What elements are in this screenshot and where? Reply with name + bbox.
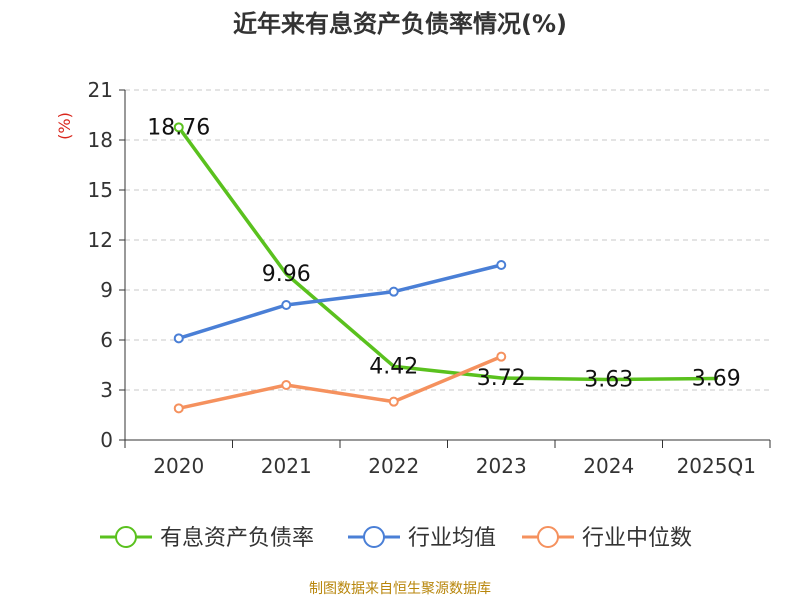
y-tick-label: 18 (88, 128, 113, 152)
data-label: 9.96 (262, 262, 311, 287)
x-tick-label: 2022 (368, 454, 419, 478)
x-tick-label: 2020 (153, 454, 204, 478)
data-point (281, 380, 292, 390)
y-tick-label: 15 (88, 178, 113, 202)
data-point (173, 122, 184, 133)
line-chart: 0 3 6 9 12 15 18 21 (%) 2020 2021 2022 2023 2024 2025Q… (55, 78, 771, 551)
x-tick-label: 2021 (261, 454, 312, 478)
y-tick-label: 12 (88, 228, 113, 252)
x-tick-label: 2024 (583, 454, 634, 478)
data-label: 18.76 (147, 115, 210, 140)
data-point (173, 403, 184, 414)
data-label: 3.63 (584, 368, 633, 393)
y-tick-label: 21 (88, 78, 113, 102)
y-tick-label: 0 (100, 428, 113, 452)
x-tick-label: 2023 (476, 454, 527, 478)
data-point (496, 351, 507, 362)
series-line-0 (177, 125, 718, 382)
data-point (388, 286, 399, 297)
legend-marker (363, 526, 385, 548)
chart-title: 近年来有息资产负债率情况(%) (233, 10, 567, 38)
x-tick-label: 2025Q1 (677, 454, 756, 478)
data-label: 3.72 (477, 366, 526, 391)
legend-label: 有息资产负债率 (160, 526, 314, 551)
series-line-2 (177, 354, 503, 411)
legend-label: 行业均值 (408, 526, 496, 551)
data-point (281, 300, 292, 310)
data-label: 4.42 (369, 354, 418, 379)
data-point (173, 333, 184, 344)
series-line-1 (177, 263, 503, 341)
data-label: 3.69 (692, 367, 741, 392)
data-point (388, 396, 399, 407)
legend-marker (537, 526, 559, 548)
legend-marker (115, 526, 137, 548)
y-tick-label: 6 (100, 328, 113, 352)
data-point (496, 260, 507, 270)
y-tick-label: 9 (100, 278, 113, 302)
data-source-note: 制图数据来自恒生聚源数据库 (309, 581, 491, 597)
y-axis-label: (%) (55, 112, 74, 140)
legend-label: 行业中位数 (582, 526, 692, 551)
y-tick-label: 3 (100, 378, 113, 402)
